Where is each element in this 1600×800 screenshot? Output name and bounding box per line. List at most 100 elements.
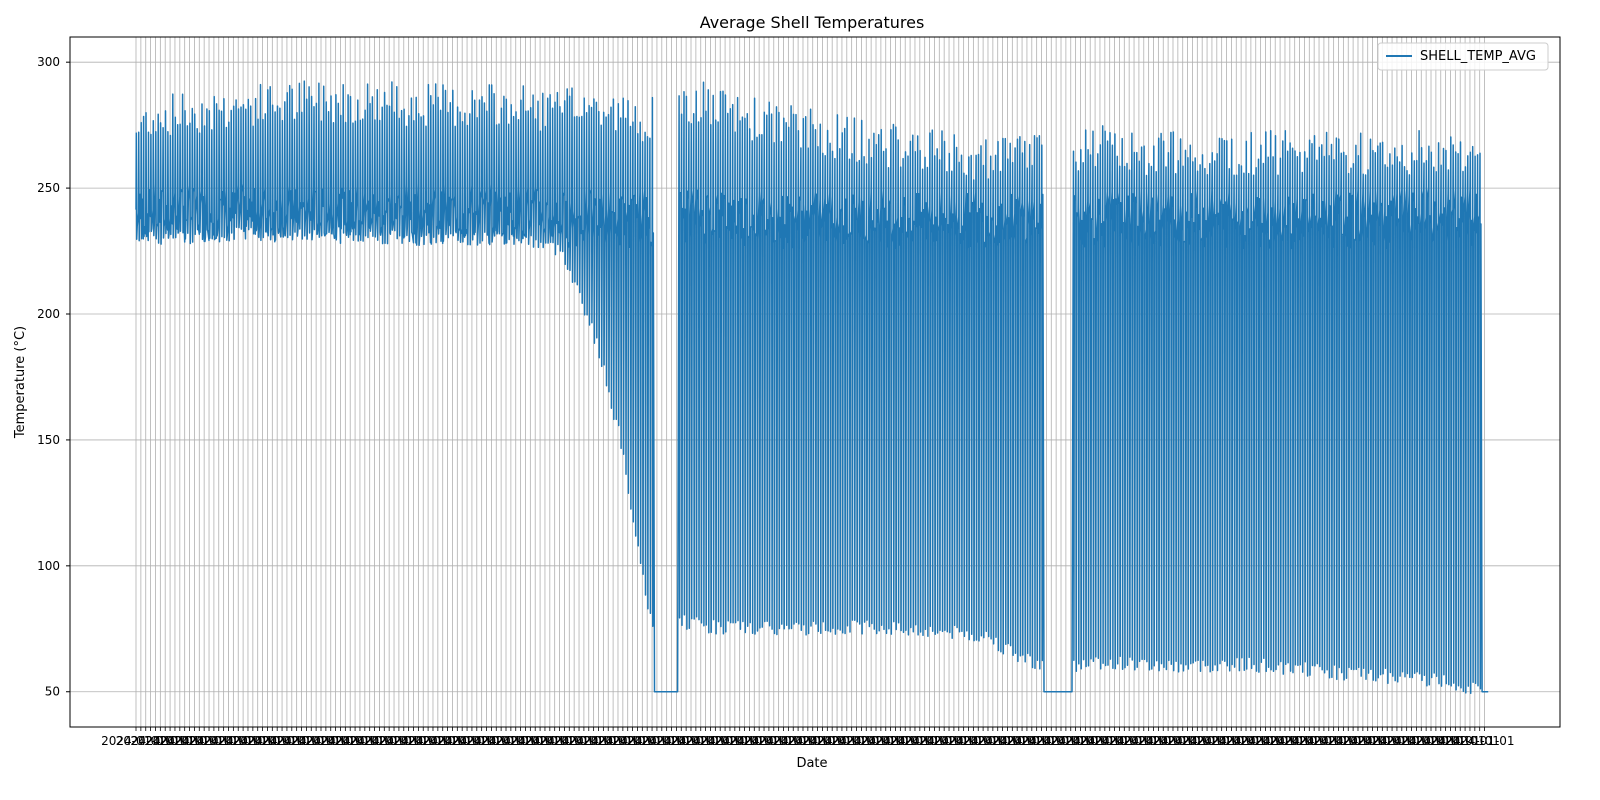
x-tick-label: 2024-01-01 bbox=[1270, 734, 1340, 748]
x-tick-label: 2024-01-01 bbox=[744, 734, 814, 748]
chart-title: Average Shell Temperatures bbox=[700, 13, 925, 32]
x-tick-label: 2024-01-01 bbox=[1226, 734, 1296, 748]
x-tick-label: 2024-01-01 bbox=[992, 734, 1062, 748]
x-tick-label: 2024-01-01 bbox=[422, 734, 492, 748]
x-tick-label: 2024-01-01 bbox=[174, 734, 244, 748]
x-tick-label: 2024-01-01 bbox=[510, 734, 580, 748]
x-tick-label: 2024-01-01 bbox=[452, 734, 522, 748]
x-tick-label: 2024-01-01 bbox=[1182, 734, 1252, 748]
x-tick-label: 2024-01-01 bbox=[904, 734, 974, 748]
x-tick-label: 2024-01-01 bbox=[875, 734, 945, 748]
x-tick-label: 2024-01-01 bbox=[831, 734, 901, 748]
x-tick-label: 2024-01-01 bbox=[1416, 734, 1486, 748]
x-tick-label: 2024-01-01 bbox=[642, 734, 712, 748]
x-tick-label: 2024-01-01 bbox=[627, 734, 697, 748]
x-tick-label: 2024-01-01 bbox=[963, 734, 1033, 748]
x-tick-label: 2024-01-01 bbox=[495, 734, 565, 748]
x-tick-label: 2024-01-01 bbox=[1401, 734, 1471, 748]
x-tick-label: 2024-01-01 bbox=[481, 734, 551, 748]
x-tick-label: 2024-01-01 bbox=[583, 734, 653, 748]
x-tick-label: 2024-01-01 bbox=[1050, 734, 1120, 748]
plot-area bbox=[135, 80, 1489, 694]
x-tick-label: 2024-01-01 bbox=[568, 734, 638, 748]
x-tick-label: 2024-01-01 bbox=[773, 734, 843, 748]
x-tick-label: 2024-01-01 bbox=[525, 734, 595, 748]
series-line-shell-temp-avg bbox=[135, 80, 1489, 694]
x-tick-label: 2024-01-01 bbox=[948, 734, 1018, 748]
x-tick-label: 2024-01-01 bbox=[1343, 734, 1413, 748]
x-tick-label: 2024-01-01 bbox=[1357, 734, 1427, 748]
x-tick-label: 2024-01-01 bbox=[817, 734, 887, 748]
x-tick-label: 2024-01-01 bbox=[539, 734, 609, 748]
x-tick-label: 2024-01-01 bbox=[700, 734, 770, 748]
legend-label: SHELL_TEMP_AVG bbox=[1420, 49, 1536, 64]
x-tick-label: 2024-01-01 bbox=[160, 734, 230, 748]
x-tick-label: 2024-01-01 bbox=[598, 734, 668, 748]
x-tick-label: 2024-01-01 bbox=[349, 734, 419, 748]
x-tick-label: 2024-01-01 bbox=[1109, 734, 1179, 748]
y-axis: 50 100 150 200 250 300 bbox=[37, 55, 70, 699]
x-tick-label: 2024-01-01 bbox=[977, 734, 1047, 748]
x-tick-label: 2024-01-01 bbox=[408, 734, 478, 748]
x-tick-label: 2024-01-01 bbox=[437, 734, 507, 748]
x-tick-label: 2024-01-01 bbox=[1036, 734, 1106, 748]
y-tick-label: 250 bbox=[37, 181, 60, 195]
x-tick-label: 2024-01-01 bbox=[1021, 734, 1091, 748]
x-tick-label: 2024-01-01 bbox=[306, 734, 376, 748]
x-tick-label: 2024-01-01 bbox=[1313, 734, 1383, 748]
y-tick-label: 100 bbox=[37, 559, 60, 573]
x-tick-label: 2024-01-01 bbox=[1430, 734, 1500, 748]
x-tick-label: 2024-01-01 bbox=[466, 734, 536, 748]
x-tick-label: 2024-01-01 bbox=[276, 734, 346, 748]
x-tick-label: 2024-01-01 bbox=[934, 734, 1004, 748]
x-tick-label: 2024-01-01 bbox=[393, 734, 463, 748]
y-tick-label: 300 bbox=[37, 55, 60, 69]
y-tick-label: 50 bbox=[45, 685, 60, 699]
x-tick-label: 2024-01-01 bbox=[364, 734, 434, 748]
x-tick-label: 2024-01-01 bbox=[1138, 734, 1208, 748]
x-tick-label: 2024-01-01 bbox=[715, 734, 785, 748]
x-tick-label: 2024-01-01 bbox=[335, 734, 405, 748]
x-tick-label: 2024-01-01 bbox=[1153, 734, 1223, 748]
x-tick-label: 2024-01-01 bbox=[1299, 734, 1369, 748]
x-tick-label: 2024-01-01 bbox=[1080, 734, 1150, 748]
x-tick-label: 2024-01-01 bbox=[218, 734, 288, 748]
x-tick-label: 2024-01-01 bbox=[1284, 734, 1354, 748]
x-tick-label: 2024-01-01 bbox=[919, 734, 989, 748]
plot-frame bbox=[69, 36, 1561, 728]
x-tick-label: 2024-01-01 bbox=[846, 734, 916, 748]
x-tick-label: 2024-01-01 bbox=[758, 734, 828, 748]
x-tick-label: 2024-01-01 bbox=[320, 734, 390, 748]
x-tick-label: 2024-01-01 bbox=[788, 734, 858, 748]
x-tick-label: 2024-01-01 bbox=[262, 734, 332, 748]
x-tick-label: 2024-01-01 bbox=[130, 734, 200, 748]
x-tick-label: 2024-01-01 bbox=[189, 734, 259, 748]
x-tick-label: 2024-01-01 bbox=[671, 734, 741, 748]
x-tick-label: 2024-01-01 bbox=[729, 734, 799, 748]
y-tick-label: 150 bbox=[37, 433, 60, 447]
x-tick-label: 2024-01-01 bbox=[685, 734, 755, 748]
x-tick-label: 2024-01-01 bbox=[233, 734, 303, 748]
x-tick-label: 2024-01-01 bbox=[247, 734, 317, 748]
x-tick-label: 2024-01-01 bbox=[1211, 734, 1281, 748]
x-tick-label: 2024-01-01 bbox=[1372, 734, 1442, 748]
x-tick-label: 2024-01-01 bbox=[116, 734, 186, 748]
x-tick-label: 2024-01-01 bbox=[1386, 734, 1456, 748]
x-axis: 2024-01-012024-01-012024-01-012024-01-01… bbox=[101, 727, 1515, 748]
x-tick-label: 2024-01-01 bbox=[291, 734, 361, 748]
x-tick-label: 2024-01-01 bbox=[890, 734, 960, 748]
x-tick-label: 2024-01-01 bbox=[656, 734, 726, 748]
x-tick-label: 2024-01-01 bbox=[1007, 734, 1077, 748]
x-tick-label: 2024-01-01 bbox=[1328, 734, 1398, 748]
y-tick-label: 200 bbox=[37, 307, 60, 321]
x-tick-label: 2024-01-01 bbox=[802, 734, 872, 748]
x-tick-label: 2024-01-01 bbox=[1094, 734, 1164, 748]
x-tick-label: 2024-01-01 bbox=[1197, 734, 1267, 748]
x-tick-label: 2024-01-01 bbox=[101, 734, 171, 748]
y-axis-label: Temperature (°C) bbox=[13, 326, 28, 439]
legend: SHELL_TEMP_AVG bbox=[1377, 42, 1549, 71]
x-tick-label: 2024-01-01 bbox=[379, 734, 449, 748]
x-tick-label: 2024-01-01 bbox=[1167, 734, 1237, 748]
x-axis-label: Date bbox=[796, 756, 827, 771]
